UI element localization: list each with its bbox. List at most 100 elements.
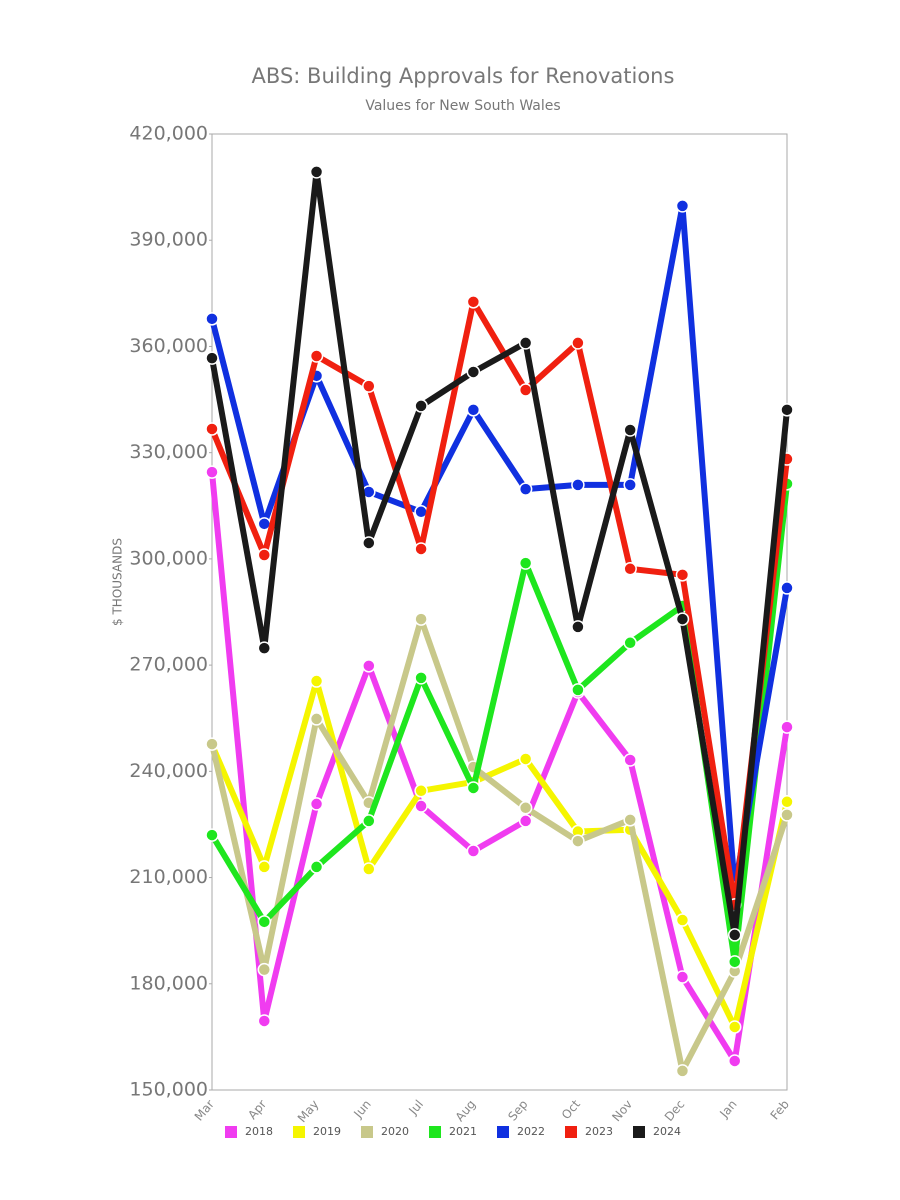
legend-swatch bbox=[429, 1126, 441, 1138]
data-point bbox=[675, 1064, 690, 1078]
x-tick-label: Dec bbox=[662, 1097, 688, 1124]
data-point bbox=[257, 915, 272, 929]
legend-label: 2018 bbox=[245, 1125, 273, 1138]
data-point bbox=[518, 336, 533, 350]
data-point bbox=[205, 422, 219, 436]
data-point bbox=[780, 581, 794, 595]
data-point bbox=[309, 712, 324, 726]
data-point bbox=[727, 955, 742, 969]
legend-label: 2022 bbox=[517, 1125, 545, 1138]
data-point bbox=[414, 542, 428, 556]
data-point bbox=[623, 813, 637, 827]
data-point bbox=[466, 403, 481, 417]
y-tick-label: 420,000 bbox=[129, 123, 208, 145]
data-point bbox=[623, 562, 637, 576]
data-point bbox=[205, 828, 219, 842]
x-tick-label: Mar bbox=[192, 1097, 217, 1123]
legend-swatch bbox=[565, 1126, 577, 1138]
data-point bbox=[414, 784, 428, 798]
data-point bbox=[727, 1054, 742, 1068]
data-point bbox=[780, 403, 794, 417]
x-tick-label: Sep bbox=[505, 1097, 530, 1123]
data-point bbox=[675, 199, 690, 213]
data-point bbox=[205, 312, 219, 326]
legend-swatch bbox=[361, 1126, 373, 1138]
y-tick-label: 300,000 bbox=[129, 547, 208, 569]
data-point bbox=[518, 482, 533, 496]
data-point bbox=[309, 674, 324, 688]
series-line bbox=[209, 168, 790, 938]
data-point bbox=[780, 808, 794, 822]
data-point bbox=[675, 970, 690, 984]
x-tick-label: Nov bbox=[609, 1097, 635, 1124]
data-point bbox=[466, 365, 481, 379]
data-point bbox=[518, 801, 533, 815]
legend-label: 2020 bbox=[381, 1125, 409, 1138]
data-point bbox=[205, 351, 219, 365]
data-point bbox=[623, 636, 637, 650]
data-point bbox=[675, 568, 690, 582]
x-tick-label: May bbox=[295, 1097, 322, 1125]
x-tick-label: Oct bbox=[559, 1097, 583, 1122]
data-point bbox=[571, 620, 585, 634]
data-point bbox=[309, 165, 324, 179]
series-line bbox=[209, 298, 790, 908]
plot-frame bbox=[211, 133, 788, 1091]
chart-title: ABS: Building Approvals for Renovations bbox=[252, 64, 675, 88]
data-point bbox=[205, 465, 219, 479]
data-point bbox=[571, 834, 585, 848]
legend-label: 2021 bbox=[449, 1125, 477, 1138]
y-tick-label: 240,000 bbox=[129, 760, 208, 782]
data-point bbox=[362, 379, 376, 393]
x-tick-label: Apr bbox=[245, 1097, 269, 1122]
data-point bbox=[362, 659, 376, 673]
data-point bbox=[309, 860, 324, 874]
data-point bbox=[362, 536, 376, 550]
series-line bbox=[209, 678, 790, 1030]
legend-swatch bbox=[225, 1126, 237, 1138]
legend-label: 2023 bbox=[585, 1125, 613, 1138]
data-point bbox=[571, 683, 585, 697]
data-point bbox=[727, 1020, 742, 1034]
data-point bbox=[362, 862, 376, 876]
data-point bbox=[623, 423, 637, 437]
data-point bbox=[518, 556, 533, 570]
data-point bbox=[309, 797, 324, 811]
legend-swatch bbox=[497, 1126, 509, 1138]
data-point bbox=[727, 928, 742, 942]
data-point bbox=[466, 295, 481, 309]
series-line bbox=[209, 471, 790, 1064]
y-tick-label: 270,000 bbox=[129, 654, 208, 676]
x-tick-label: Jul bbox=[405, 1097, 426, 1118]
data-point bbox=[780, 795, 794, 809]
data-point bbox=[518, 383, 533, 397]
data-point bbox=[309, 349, 324, 363]
y-tick-label: 360,000 bbox=[129, 335, 208, 357]
data-point bbox=[414, 612, 428, 626]
data-point bbox=[675, 913, 690, 927]
y-tick-label: 210,000 bbox=[129, 866, 208, 888]
data-point bbox=[257, 548, 272, 562]
data-point bbox=[414, 671, 428, 685]
legend-label: 2019 bbox=[313, 1125, 341, 1138]
series-line bbox=[209, 616, 790, 1074]
x-tick-label: Jun bbox=[350, 1097, 373, 1121]
legend-swatch bbox=[293, 1126, 305, 1138]
y-axis-title: $ THOUSANDS bbox=[111, 538, 125, 626]
y-tick-label: 180,000 bbox=[129, 972, 208, 994]
y-tick-label: 150,000 bbox=[129, 1079, 208, 1101]
y-tick-label: 330,000 bbox=[129, 441, 208, 463]
legend-label: 2024 bbox=[653, 1125, 681, 1138]
data-point bbox=[518, 814, 533, 828]
data-point bbox=[571, 478, 585, 492]
data-point bbox=[257, 860, 272, 874]
data-point bbox=[257, 641, 272, 655]
data-point bbox=[362, 814, 376, 828]
data-point bbox=[257, 962, 272, 977]
data-point bbox=[414, 799, 428, 813]
data-point bbox=[780, 720, 794, 734]
x-tick-label: Feb bbox=[768, 1097, 792, 1122]
x-tick-label: Aug bbox=[453, 1097, 479, 1124]
legend-swatch bbox=[633, 1126, 645, 1138]
